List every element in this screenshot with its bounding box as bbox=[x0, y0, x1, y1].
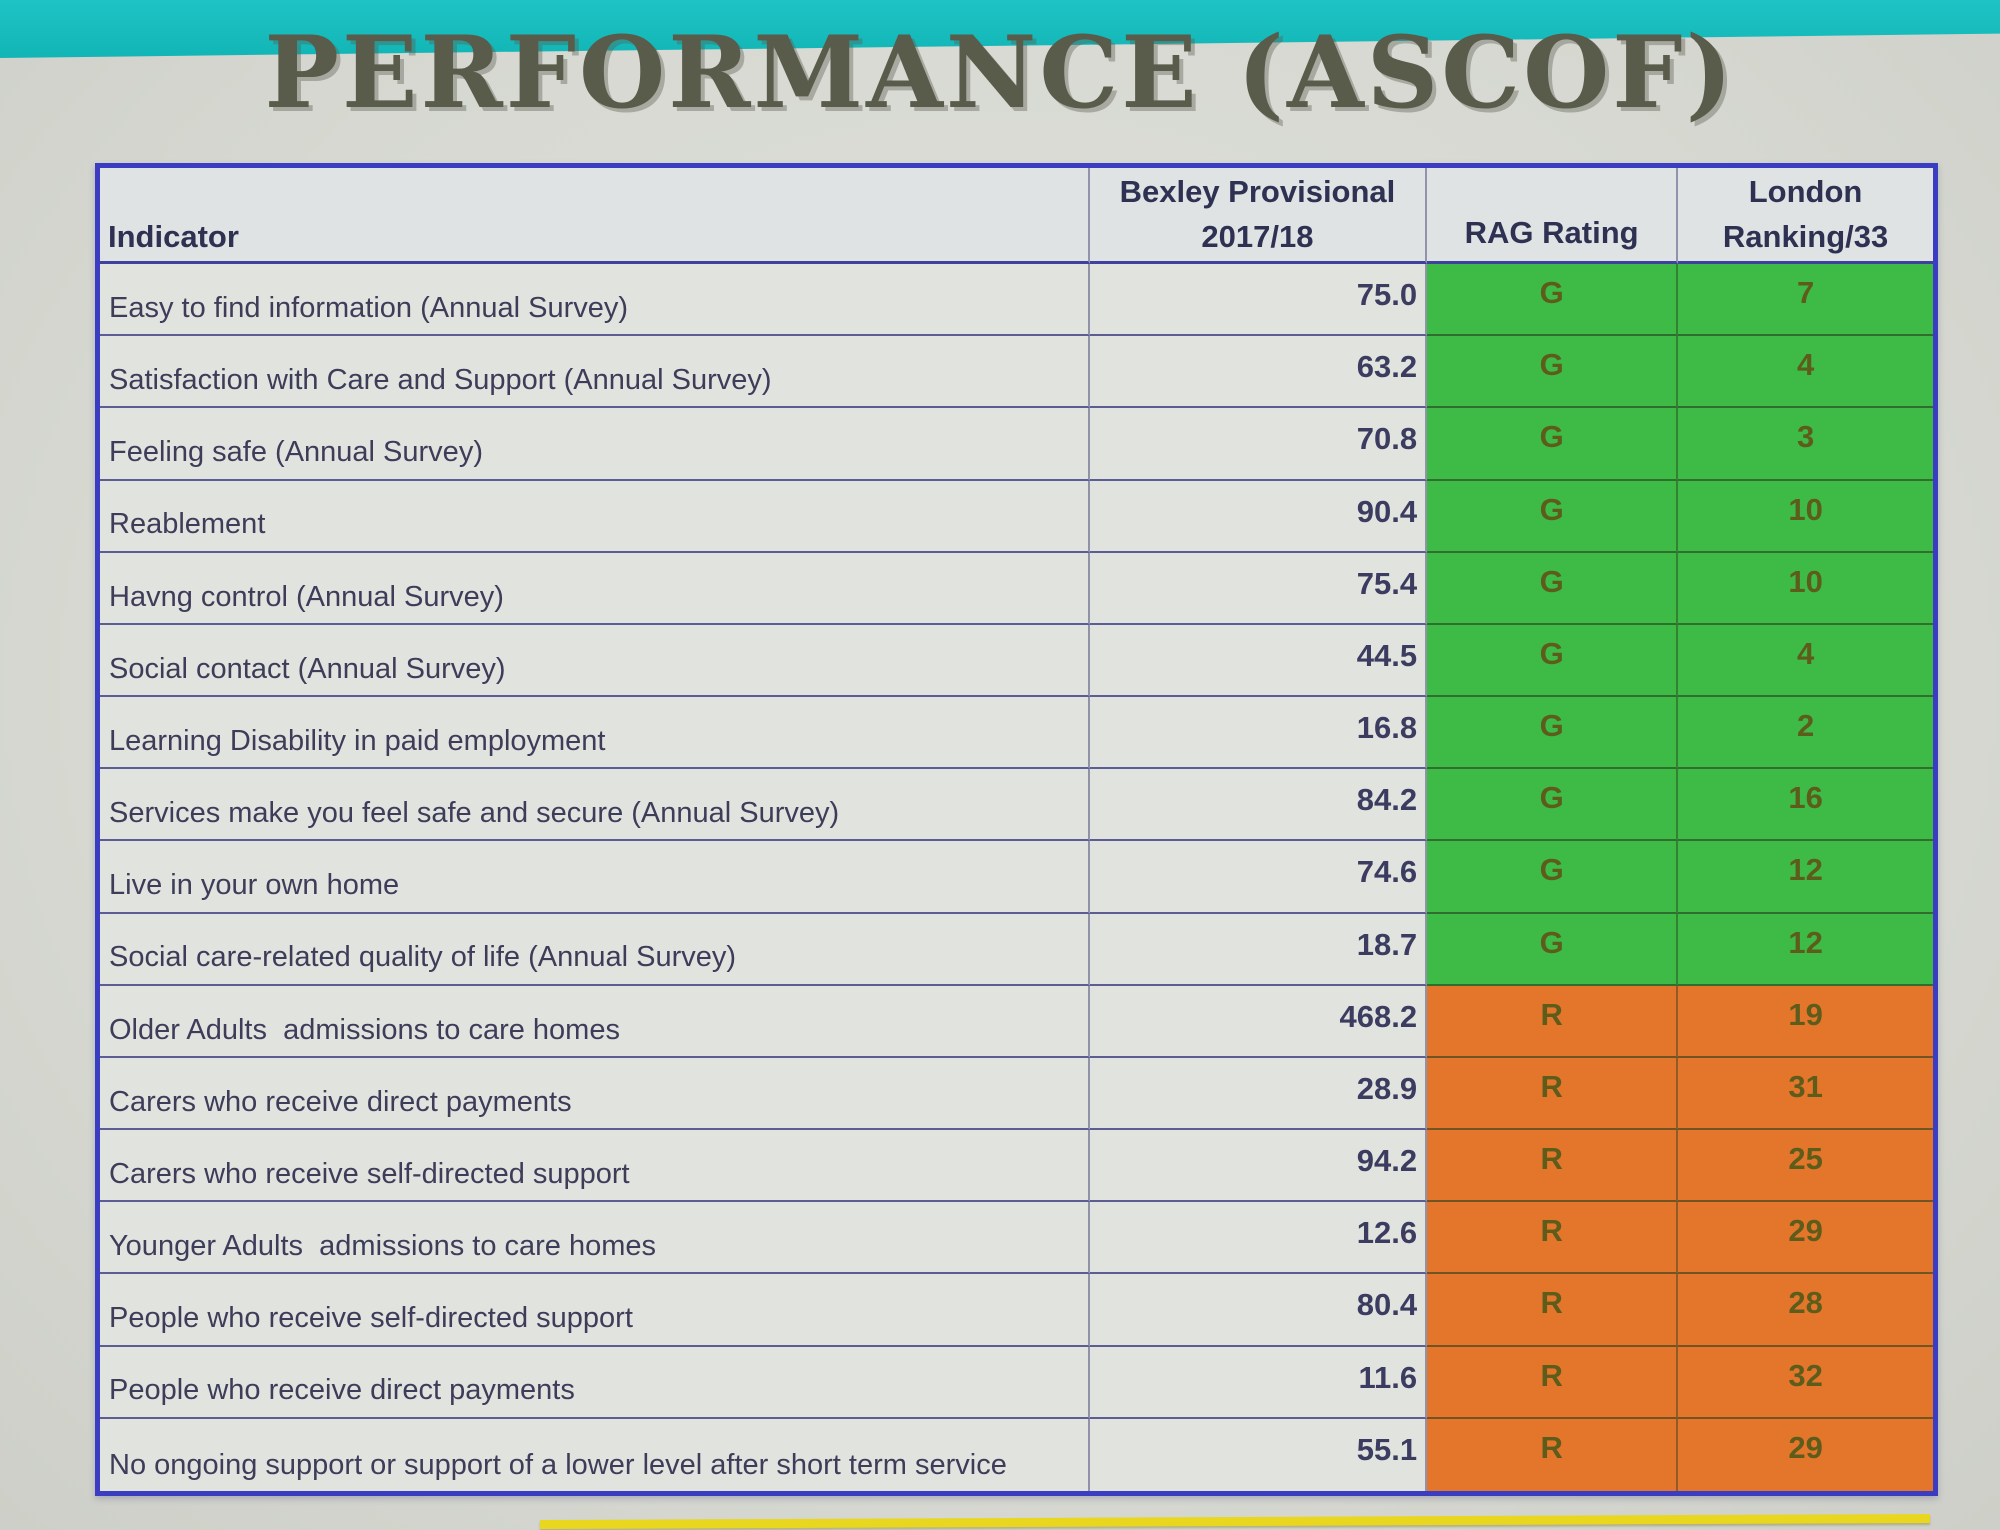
rag-cell: R bbox=[1427, 985, 1679, 1058]
ranking-cell: 10 bbox=[1678, 480, 1933, 553]
ranking-cell: 16 bbox=[1678, 769, 1933, 842]
indicator-cell: Carers who receive self-directed support bbox=[100, 1130, 1090, 1203]
value-cell: 468.2 bbox=[1089, 985, 1428, 1058]
value-cell: 90.4 bbox=[1089, 480, 1428, 553]
column-header-london-ranking: London Ranking/33 bbox=[1678, 168, 1933, 264]
rag-cell: R bbox=[1427, 1057, 1679, 1131]
ranking-cell: 4 bbox=[1678, 336, 1933, 409]
value-cell: 63.2 bbox=[1089, 336, 1428, 409]
performance-table: Indicator Bexley Provisional 2017/18 RAG… bbox=[95, 163, 1938, 1496]
ranking-cell: 32 bbox=[1678, 1346, 1933, 1419]
ranking-cell: 25 bbox=[1678, 1130, 1933, 1203]
ranking-cell: 29 bbox=[1678, 1202, 1933, 1275]
indicator-cell: Social care-related quality of life (Ann… bbox=[100, 913, 1090, 986]
ranking-cell: 3 bbox=[1678, 408, 1933, 481]
value-cell: 75.4 bbox=[1089, 552, 1428, 625]
value-cell: 16.8 bbox=[1089, 697, 1428, 770]
yellow-underline-bar bbox=[539, 1513, 1931, 1530]
rag-cell: G bbox=[1427, 697, 1679, 770]
ranking-cell: 7 bbox=[1678, 264, 1933, 337]
ranking-cell: 4 bbox=[1678, 624, 1933, 698]
indicator-cell: Younger Adults admissions to care homes bbox=[100, 1202, 1090, 1275]
column-header-rag-rating: RAG Rating bbox=[1427, 168, 1679, 264]
ranking-cell: 12 bbox=[1678, 913, 1933, 986]
rag-cell: G bbox=[1427, 336, 1679, 409]
column-header-bexley-provisional: Bexley Provisional 2017/18 bbox=[1089, 168, 1428, 264]
ranking-cell: 28 bbox=[1678, 1274, 1933, 1347]
indicator-cell: People who receive self-directed support bbox=[100, 1274, 1090, 1347]
rag-cell: R bbox=[1427, 1130, 1679, 1203]
value-cell: 80.4 bbox=[1089, 1274, 1428, 1347]
value-cell: 74.6 bbox=[1089, 841, 1428, 914]
rag-cell: G bbox=[1427, 913, 1679, 986]
value-cell: 94.2 bbox=[1089, 1130, 1428, 1203]
value-cell: 44.5 bbox=[1089, 624, 1428, 698]
indicator-cell: Reablement bbox=[100, 480, 1090, 553]
ranking-cell: 19 bbox=[1678, 985, 1933, 1058]
column-header-indicator: Indicator bbox=[100, 168, 1090, 264]
ranking-cell: 29 bbox=[1678, 1418, 1933, 1491]
value-cell: 70.8 bbox=[1089, 408, 1428, 481]
ranking-cell: 12 bbox=[1678, 841, 1933, 914]
rag-cell: R bbox=[1427, 1274, 1679, 1347]
page-title: PERFORMANCE (ASCOF) bbox=[264, 15, 1736, 131]
indicator-cell: Feeling safe (Annual Survey) bbox=[100, 408, 1090, 481]
rag-cell: G bbox=[1427, 769, 1679, 842]
value-cell: 18.7 bbox=[1089, 913, 1428, 986]
indicator-cell: Easy to find information (Annual Survey) bbox=[100, 264, 1090, 337]
indicator-cell: People who receive direct payments bbox=[100, 1346, 1090, 1419]
value-cell: 28.9 bbox=[1089, 1057, 1428, 1131]
rag-cell: G bbox=[1427, 264, 1679, 337]
value-cell: 55.1 bbox=[1090, 1418, 1428, 1491]
indicator-cell: Older Adults admissions to care homes bbox=[100, 985, 1090, 1058]
indicator-cell: Social contact (Annual Survey) bbox=[100, 624, 1090, 698]
rag-cell: R bbox=[1427, 1346, 1679, 1419]
indicator-cell: Carers who receive direct payments bbox=[100, 1057, 1090, 1131]
rag-cell: G bbox=[1427, 408, 1679, 481]
rag-cell: G bbox=[1427, 552, 1679, 625]
rag-cell: G bbox=[1427, 624, 1679, 698]
rag-cell: R bbox=[1427, 1418, 1679, 1491]
value-cell: 11.6 bbox=[1089, 1346, 1428, 1419]
ranking-cell: 31 bbox=[1678, 1057, 1933, 1131]
rag-cell: R bbox=[1427, 1202, 1679, 1275]
indicator-cell: Live in your own home bbox=[100, 841, 1090, 914]
rag-cell: G bbox=[1427, 480, 1679, 553]
value-cell: 75.0 bbox=[1089, 264, 1428, 337]
indicator-cell: Services make you feel safe and secure (… bbox=[100, 769, 1090, 842]
value-cell: 84.2 bbox=[1089, 769, 1428, 842]
ranking-cell: 10 bbox=[1678, 552, 1933, 625]
ranking-cell: 2 bbox=[1678, 697, 1933, 770]
indicator-cell: Havng control (Annual Survey) bbox=[100, 552, 1090, 625]
indicator-cell: Learning Disability in paid employment bbox=[100, 697, 1090, 770]
indicator-cell: Satisfaction with Care and Support (Annu… bbox=[100, 336, 1090, 409]
rag-cell: G bbox=[1427, 841, 1679, 914]
indicator-cell: No ongoing support or support of a lower… bbox=[100, 1418, 1090, 1491]
value-cell: 12.6 bbox=[1089, 1202, 1428, 1275]
